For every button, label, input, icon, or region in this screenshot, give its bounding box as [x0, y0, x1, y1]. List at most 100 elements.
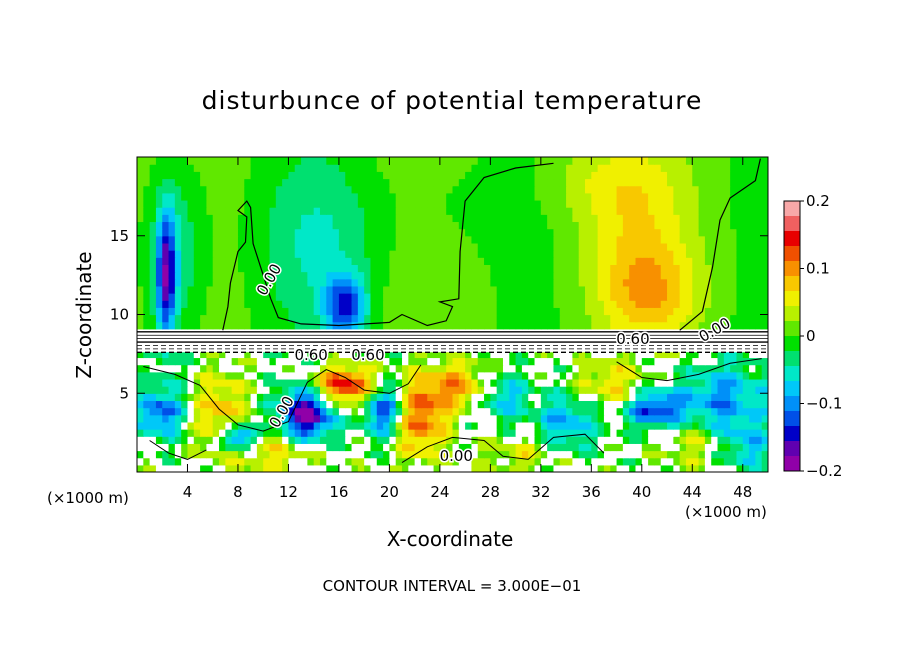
field-cell: [193, 436, 201, 444]
field-cell: [313, 307, 321, 316]
field-cell: [496, 264, 504, 273]
field-cell: [559, 171, 567, 180]
field-cell: [446, 264, 454, 273]
field-cell: [730, 207, 738, 215]
field-cell: [408, 464, 416, 472]
field-cell: [137, 264, 144, 273]
field-cell: [622, 207, 630, 215]
field-cell: [723, 450, 731, 459]
field-cell: [282, 364, 290, 373]
field-cell: [761, 235, 768, 244]
field-cell: [559, 300, 567, 308]
field-cell: [225, 414, 233, 423]
field-cell: [452, 171, 460, 180]
field-cell: [319, 257, 327, 265]
field-cell: [496, 414, 504, 423]
field-cell: [622, 264, 630, 273]
field-cell: [521, 400, 529, 409]
field-cell: [376, 314, 384, 323]
field-cell: [402, 300, 409, 308]
field-cell: [572, 457, 580, 466]
field-cell: [187, 207, 195, 215]
field-cell: [547, 429, 555, 437]
field-cell: [521, 393, 529, 402]
field-cell: [667, 214, 674, 223]
y-tick-label: 15: [110, 227, 129, 245]
field-cell: [319, 199, 327, 208]
field-cell: [225, 436, 233, 444]
field-cell: [521, 457, 529, 466]
field-cell: [206, 157, 214, 165]
field-cell: [679, 293, 687, 301]
field-cell: [730, 386, 738, 394]
field-cell: [326, 393, 334, 402]
field-cell: [137, 307, 144, 316]
field-cell: [244, 393, 252, 402]
field-cell: [345, 264, 353, 273]
field-cell: [250, 157, 258, 165]
field-cell: [723, 242, 731, 251]
field-cell: [402, 364, 409, 373]
field-cell: [408, 178, 416, 187]
field-cell: [673, 235, 681, 244]
field-cell: [572, 221, 580, 230]
field-cell: [181, 250, 189, 258]
field-cell: [395, 314, 403, 323]
field-cell: [357, 221, 365, 230]
field-cell: [414, 221, 422, 230]
field-cell: [616, 357, 624, 366]
field-cell: [193, 235, 201, 244]
field-cell: [452, 350, 460, 359]
field-cell: [162, 421, 170, 430]
field-cell: [427, 164, 435, 172]
field-cell: [200, 157, 208, 165]
field-cell: [673, 407, 681, 416]
field-cell: [458, 307, 466, 316]
field-cell: [168, 443, 176, 452]
field-cell: [622, 157, 630, 165]
field-cell: [269, 371, 277, 380]
field-cell: [528, 321, 536, 330]
field-cell: [370, 171, 378, 180]
y-tick-label: 5: [119, 384, 129, 402]
field-cell: [660, 314, 668, 323]
field-cell: [288, 293, 296, 301]
field-cell: [667, 271, 674, 280]
field-cell: [414, 378, 422, 387]
field-cell: [162, 171, 170, 180]
field-cell: [313, 407, 321, 416]
field-cell: [174, 164, 182, 172]
field-cell: [389, 271, 397, 280]
field-cell: [471, 464, 479, 472]
field-cell: [389, 314, 397, 323]
field-cell: [698, 300, 706, 308]
field-cell: [307, 400, 315, 409]
field-cell: [755, 257, 763, 265]
field-cell: [181, 357, 189, 366]
field-cell: [383, 157, 390, 165]
field-cell: [427, 371, 435, 380]
field-cell: [408, 264, 416, 273]
field-cell: [206, 321, 214, 330]
field-cell: [370, 400, 378, 409]
field-cell: [452, 285, 460, 294]
field-cell: [155, 307, 163, 316]
field-cell: [364, 421, 372, 430]
field-cell: [433, 214, 441, 223]
field-cell: [730, 228, 738, 237]
field-cell: [742, 429, 750, 437]
field-cell: [250, 235, 258, 244]
field-cell: [616, 293, 624, 301]
field-cell: [736, 371, 744, 380]
field-cell: [755, 157, 763, 165]
field-cell: [313, 400, 321, 409]
field-cell: [338, 271, 346, 280]
field-cell: [730, 371, 738, 380]
field-cell: [540, 464, 548, 472]
field-cell: [452, 307, 460, 316]
field-cell: [181, 178, 189, 187]
field-cell: [370, 228, 378, 237]
field-cell: [509, 371, 517, 380]
field-cell: [420, 407, 428, 416]
field-cell: [698, 242, 706, 251]
